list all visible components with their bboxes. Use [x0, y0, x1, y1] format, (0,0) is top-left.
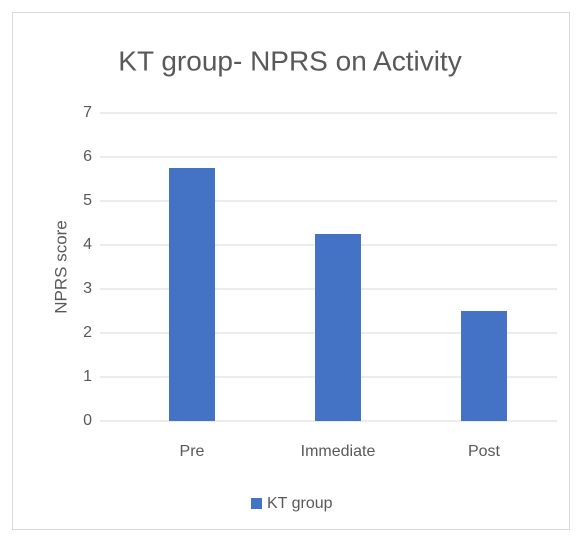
y-tick-label: 4 [83, 236, 92, 253]
y-tick-label: 5 [83, 192, 92, 209]
x-tick-label: Post [468, 443, 501, 460]
y-tick-label: 6 [83, 148, 92, 165]
chart-frame [12, 12, 570, 530]
bar [169, 168, 215, 421]
bar [461, 311, 507, 421]
y-tick-label: 2 [83, 324, 92, 341]
x-tick-label: Pre [180, 443, 205, 460]
y-tick-label: 0 [83, 412, 92, 429]
legend-swatch [251, 498, 262, 509]
bar [315, 234, 361, 421]
chart-title: KT group- NPRS on Activity [118, 45, 461, 76]
y-tick-label: 3 [83, 280, 92, 297]
y-tick-label: 1 [83, 368, 92, 385]
y-axis-label: NPRS score [51, 220, 70, 314]
legend-label: KT group [267, 495, 333, 512]
x-tick-label: Immediate [301, 443, 376, 460]
y-tick-label: 7 [83, 104, 92, 121]
